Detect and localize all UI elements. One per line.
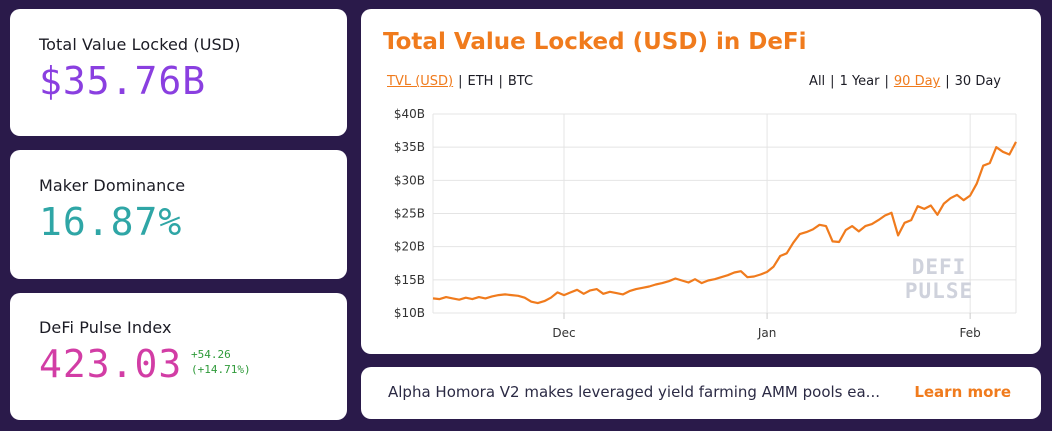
index-change-percent: (+14.71%) xyxy=(191,363,251,376)
y-tick-label: $35B xyxy=(394,140,425,154)
currency-toggle: TVL (USD) | ETH | BTC xyxy=(387,74,533,89)
range-separator: | xyxy=(830,74,835,89)
tvl-card: Total Value Locked (USD) $35.76B xyxy=(10,9,347,136)
y-tick-label: $20B xyxy=(394,240,425,254)
news-headline[interactable]: Alpha Homora V2 makes leveraged yield fa… xyxy=(388,383,880,401)
range-separator: | xyxy=(884,74,889,89)
chart-grid xyxy=(432,113,1017,319)
range-1-year[interactable]: 1 Year xyxy=(839,74,880,89)
toggle-tvl-usd[interactable]: TVL (USD) xyxy=(387,74,454,89)
y-tick-label: $10B xyxy=(394,306,425,320)
defi-pulse-index-label: DeFi Pulse Index xyxy=(39,318,172,337)
range-toggle: All | 1 Year | 90 Day | 30 Day xyxy=(809,74,1001,89)
toggle-btc[interactable]: BTC xyxy=(507,74,534,89)
news-banner: Alpha Homora V2 makes leveraged yield fa… xyxy=(361,367,1041,419)
maker-dominance-card: Maker Dominance 16.87% xyxy=(10,150,347,279)
tvl-line-chart: $10B $15B $20B $25B $30B $35B $40B Dec Jan Feb DE… xyxy=(394,107,1017,340)
chart-series xyxy=(432,141,1017,305)
watermark-line-1: DEFI xyxy=(912,255,967,279)
y-tick-label: $30B xyxy=(394,173,425,187)
chart-ticks: $10B $15B $20B $25B $30B $35B $40B Dec Jan Feb xyxy=(394,107,981,340)
tvl-label: Total Value Locked (USD) xyxy=(39,35,241,54)
index-change: +54.26 (+14.71%) xyxy=(191,347,251,377)
range-30-day[interactable]: 30 Day xyxy=(954,74,1001,89)
y-tick-label: $15B xyxy=(394,273,425,287)
x-tick-label: Dec xyxy=(552,326,575,340)
learn-more-link[interactable]: Learn more xyxy=(914,383,1011,401)
toggle-eth[interactable]: ETH xyxy=(467,74,494,89)
range-separator: | xyxy=(945,74,950,89)
x-tick-label: Feb xyxy=(960,326,981,340)
chart-title: Total Value Locked (USD) in DeFi xyxy=(383,29,807,55)
tvl-value: $35.76B xyxy=(39,59,207,103)
defi-pulse-index-card: DeFi Pulse Index 423.03 +54.26 (+14.71%) xyxy=(10,293,347,420)
y-tick-label: $25B xyxy=(394,207,425,221)
y-tick-label: $40B xyxy=(394,107,425,121)
x-tick-label: Jan xyxy=(757,326,777,340)
index-change-absolute: +54.26 xyxy=(191,348,231,361)
maker-dominance-value: 16.87% xyxy=(39,200,183,244)
maker-dominance-label: Maker Dominance xyxy=(39,176,186,195)
defi-pulse-index-value: 423.03 xyxy=(39,342,183,386)
range-90-day[interactable]: 90 Day xyxy=(893,74,941,89)
range-all[interactable]: All xyxy=(809,74,826,89)
toggle-separator: | xyxy=(458,74,463,89)
tvl-series-line xyxy=(432,141,1017,305)
tvl-chart-card: Total Value Locked (USD) in DeFi TVL (US… xyxy=(361,9,1041,354)
toggle-separator: | xyxy=(498,74,503,89)
watermark-line-2: PULSE xyxy=(905,279,973,303)
